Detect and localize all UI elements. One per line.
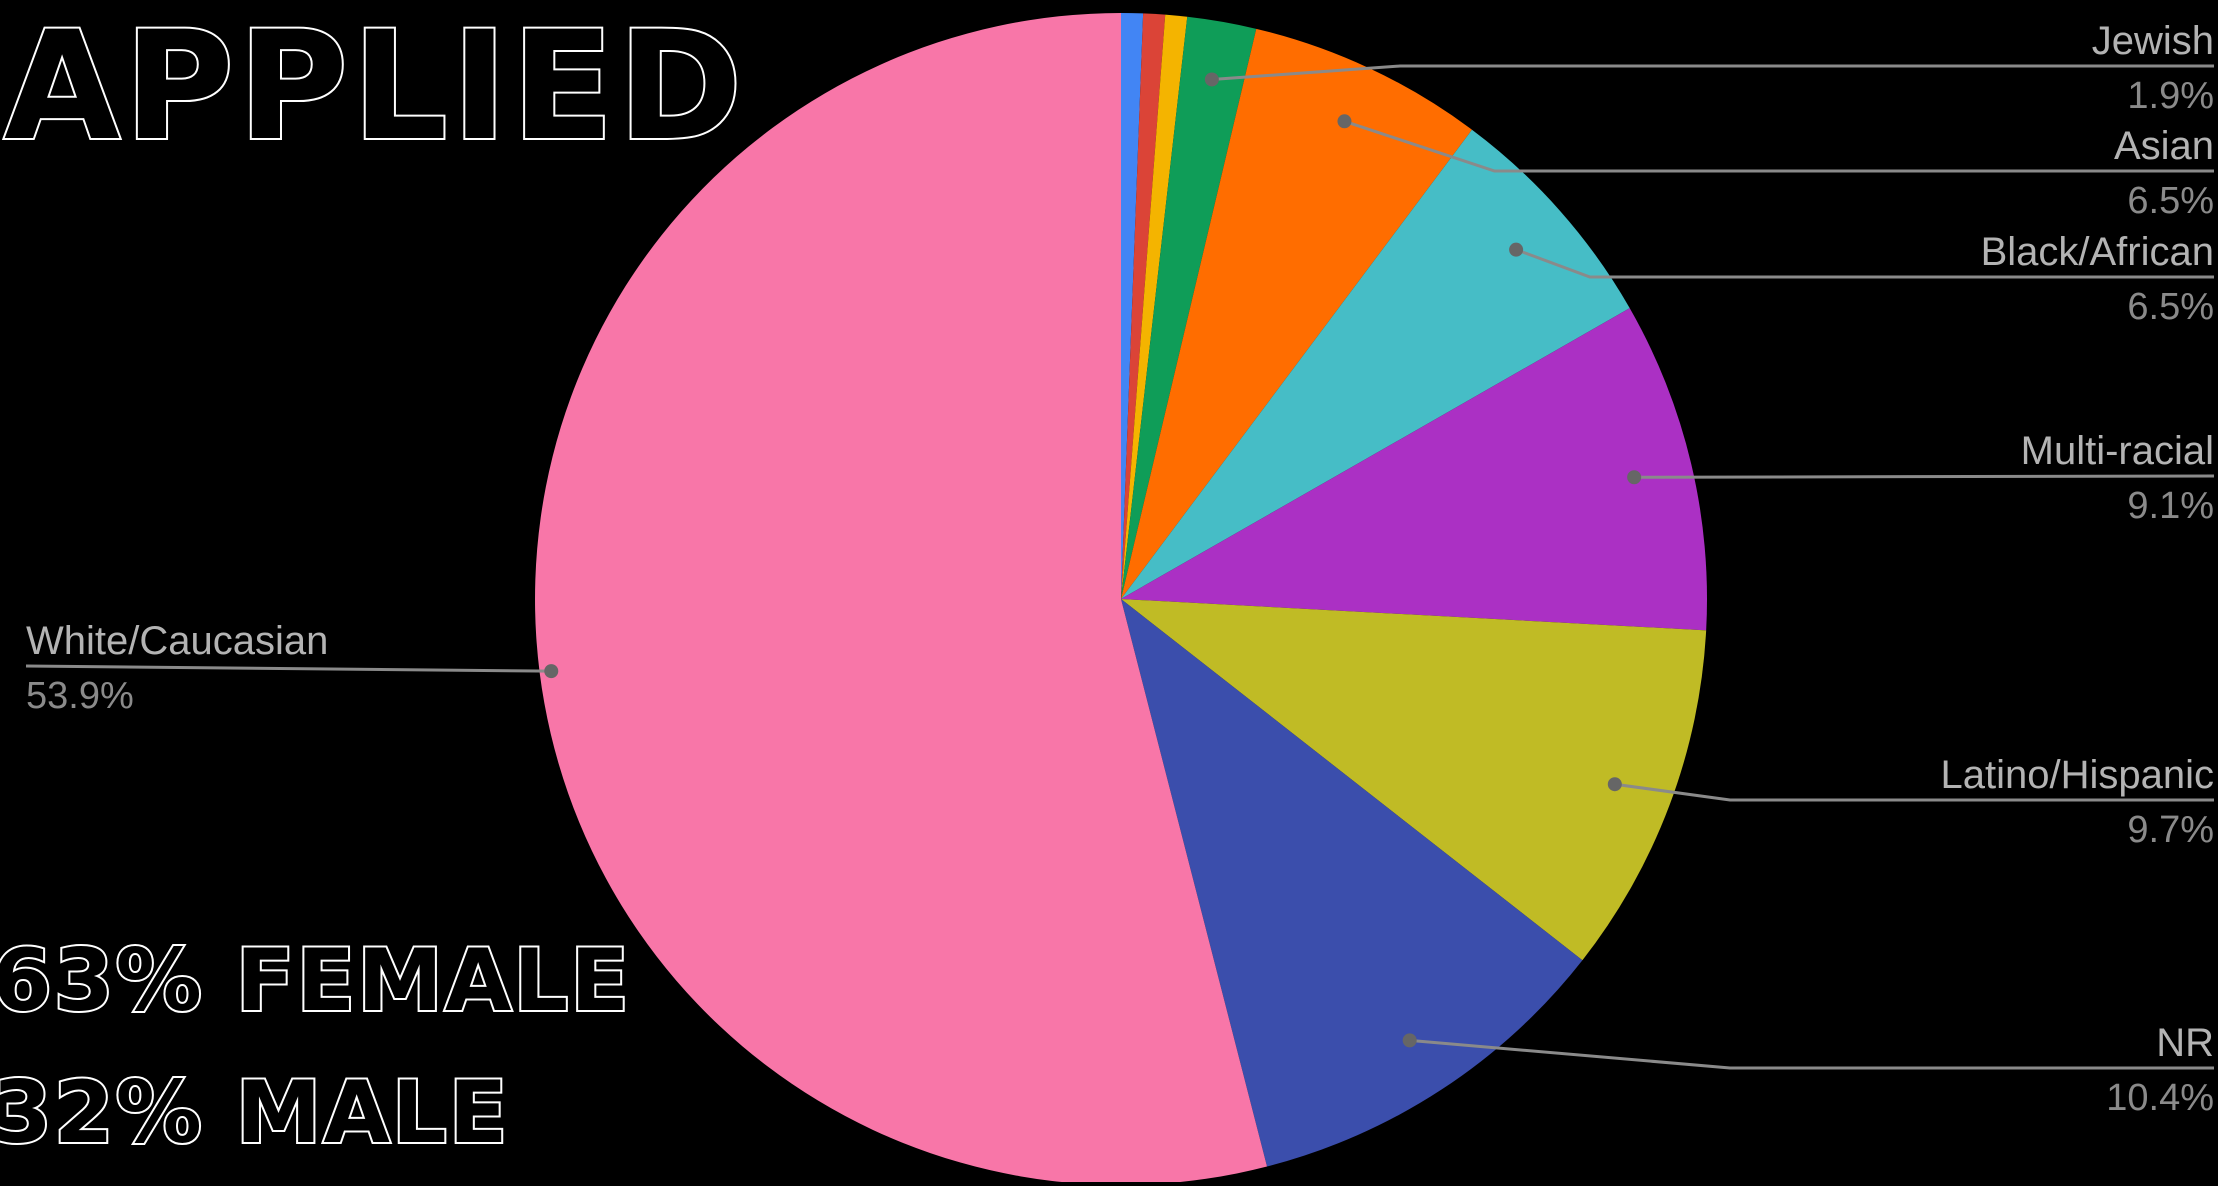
slice-label-black-african: Black/African	[1981, 230, 2214, 274]
slice-percent-nr: 10.4%	[2106, 1077, 2214, 1119]
leader-line-jewish	[1211, 64, 2214, 81]
leader-line-asian	[1344, 119, 2214, 173]
slice-label-white-caucasian: White/Caucasian	[26, 619, 328, 663]
slice-label-jewish: Jewish	[2092, 19, 2214, 63]
leader-dot-multi-racial	[1627, 470, 1642, 485]
pie-slice-2	[1121, 14, 1188, 600]
leader-line-multi-racial	[1634, 474, 2215, 479]
pie-slice-black-african	[1121, 129, 1630, 600]
leader-dot-jewish	[1204, 72, 1219, 87]
leader-line-nr	[1409, 1038, 2214, 1070]
pie-slice-1	[1121, 13, 1166, 600]
slice-label-asian: Asian	[2114, 124, 2214, 168]
slice-percent-multi-racial: 9.1%	[2127, 485, 2214, 527]
slice-percent-latino-hispanic: 9.7%	[2127, 809, 2214, 851]
pie-slice-latino-hispanic	[1121, 599, 1707, 961]
leader-line-black-african	[1515, 248, 2214, 279]
gender-female-stat: 63% FEMALE	[0, 931, 631, 1031]
leader-dot-latino-hispanic	[1607, 777, 1622, 792]
slice-percent-white-caucasian: 53.9%	[26, 675, 134, 717]
leader-line-white-caucasian	[25, 664, 552, 673]
leader-line-latino-hispanic	[1614, 782, 2214, 802]
slice-labels-layer: Jewish 1.9% Asian 6.5% Black/African 6.5% Mult…	[26, 19, 2214, 1119]
slice-label-latino-hispanic: Latino/Hispanic	[1941, 753, 2215, 797]
leader-lines-layer	[25, 64, 2215, 1070]
slice-label-multi-racial: Multi-racial	[2021, 429, 2214, 473]
gender-male-stat: 32% MALE	[0, 1063, 509, 1163]
pie-slice-multi-racial	[1121, 308, 1707, 631]
pie-slice-0	[1121, 13, 1144, 599]
leader-dot-asian	[1337, 114, 1352, 129]
pie-slice-asian	[1121, 28, 1472, 599]
leader-dot-black-african	[1509, 242, 1524, 257]
pie-slice-white-caucasian	[535, 13, 1268, 1185]
slice-percent-asian: 6.5%	[2127, 180, 2214, 222]
page-title: APPLIED	[4, 0, 746, 174]
slice-label-nr: NR	[2156, 1021, 2214, 1065]
slice-percent-jewish: 1.9%	[2127, 75, 2214, 117]
slices-layer	[535, 13, 1707, 1185]
leader-dot-white-caucasian	[544, 664, 559, 679]
leader-dot-nr	[1402, 1033, 1417, 1048]
slice-percent-black-african: 6.5%	[2127, 286, 2214, 328]
pie-slice-jewish	[1121, 16, 1257, 599]
pie-slice-nr	[1121, 599, 1583, 1167]
